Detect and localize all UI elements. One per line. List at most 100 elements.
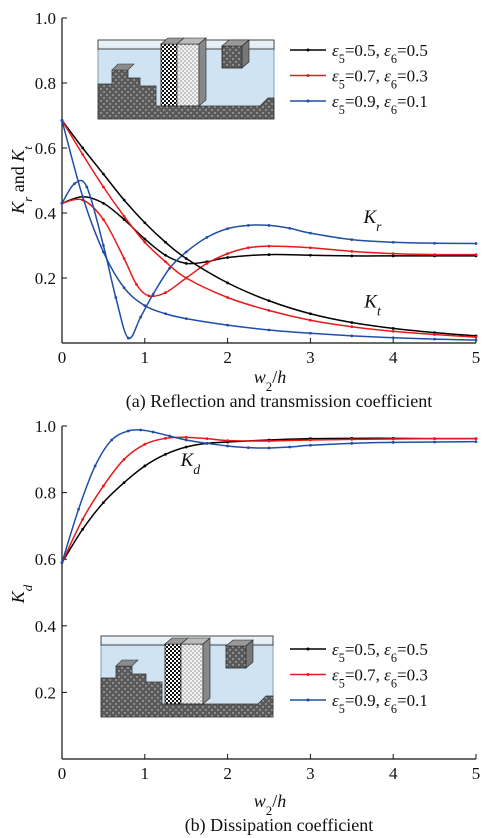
data-point bbox=[226, 323, 230, 327]
data-point bbox=[184, 438, 188, 442]
data-point bbox=[205, 437, 209, 441]
data-point bbox=[288, 445, 292, 449]
data-point bbox=[122, 457, 126, 461]
data-point bbox=[184, 276, 188, 280]
legend-marker bbox=[306, 74, 310, 77]
y-tick-label: 0.8 bbox=[35, 74, 56, 93]
legend-entry: ε5=0.9, ε6=0.1 bbox=[290, 92, 428, 117]
data-point bbox=[226, 252, 230, 256]
series-kt-line-3 bbox=[60, 118, 478, 338]
data-point bbox=[102, 201, 105, 205]
data-point bbox=[391, 329, 395, 333]
data-point bbox=[77, 507, 80, 511]
y-tick-label: 1.0 bbox=[35, 417, 56, 436]
x-tick-label: 3 bbox=[306, 348, 315, 367]
x-tick-label: 0 bbox=[58, 764, 67, 783]
data-point bbox=[391, 254, 395, 258]
data-point bbox=[350, 441, 354, 445]
legend-marker bbox=[306, 99, 310, 103]
data-point bbox=[391, 252, 395, 256]
data-point bbox=[433, 337, 436, 341]
data-point bbox=[267, 223, 271, 227]
x-tick-label: 4 bbox=[389, 764, 398, 783]
legend-entry: ε5=0.7, ε6=0.3 bbox=[290, 666, 428, 691]
data-point bbox=[93, 464, 97, 468]
data-point bbox=[433, 333, 436, 336]
legend-entry: ε5=0.9, ε6=0.1 bbox=[290, 691, 428, 716]
data-point bbox=[81, 195, 85, 199]
legend-label: ε5=0.7, ε6=0.3 bbox=[332, 666, 428, 691]
chart-caption: (b) Dissipation coefficient bbox=[185, 815, 374, 836]
y-tick-label: 0.8 bbox=[35, 484, 56, 503]
x-tick-label: 2 bbox=[223, 764, 232, 783]
data-point bbox=[73, 182, 76, 186]
series-path bbox=[61, 429, 477, 563]
legend-marker bbox=[306, 48, 310, 52]
data-point bbox=[81, 153, 85, 156]
data-point bbox=[267, 328, 271, 332]
y-tick-label: 0.2 bbox=[35, 269, 56, 288]
plot-frame: 0.2 0.4 0.6 0.8 1.0 0 1 2 3 4 5 w2/h Kr and Kt (a) Re… bbox=[8, 9, 480, 412]
annotation-label: Kt bbox=[363, 291, 382, 318]
data-point bbox=[143, 221, 147, 225]
data-point bbox=[184, 445, 188, 449]
data-point bbox=[267, 309, 271, 312]
data-point bbox=[474, 335, 478, 339]
data-point bbox=[151, 292, 155, 296]
series-path bbox=[61, 119, 477, 337]
legend: ε5=0.5, ε6=0.5ε5=0.7, ε6=0.3ε5=0.9, ε6=0… bbox=[290, 41, 428, 117]
data-point bbox=[102, 244, 105, 247]
data-point bbox=[309, 312, 312, 316]
data-point bbox=[184, 435, 188, 439]
data-point bbox=[151, 430, 155, 434]
data-point bbox=[102, 218, 105, 221]
data-point bbox=[246, 223, 250, 227]
data-point bbox=[226, 281, 230, 285]
data-point bbox=[102, 484, 105, 488]
data-point bbox=[433, 440, 436, 444]
legend-entry: ε5=0.7, ε6=0.3 bbox=[290, 67, 428, 92]
data-point bbox=[433, 437, 436, 441]
data-point bbox=[122, 257, 126, 260]
data-point bbox=[309, 253, 312, 257]
data-point bbox=[246, 446, 250, 450]
x-tick-label: 2 bbox=[223, 348, 232, 367]
breakwater-schematic bbox=[100, 635, 274, 718]
series-path bbox=[61, 437, 477, 563]
data-point bbox=[350, 254, 354, 258]
data-point bbox=[391, 326, 395, 330]
data-point bbox=[474, 437, 478, 441]
data-point bbox=[267, 253, 271, 256]
data-point bbox=[309, 246, 312, 250]
chart-caption: (a) Reflection and transmission coeffici… bbox=[126, 391, 433, 412]
legend-marker bbox=[306, 673, 310, 676]
x-axis-label: w2/h bbox=[254, 791, 287, 818]
series-path bbox=[61, 179, 477, 340]
data-point bbox=[433, 241, 436, 245]
plot-frame: 0.2 0.4 0.6 0.8 1.0 0 1 2 3 4 5 w2/h Kd (b) Dissipati… bbox=[8, 417, 480, 836]
series-path bbox=[61, 436, 477, 563]
y-axis-label: Kd bbox=[8, 584, 35, 604]
data-point bbox=[164, 452, 167, 456]
data-point bbox=[60, 561, 64, 564]
x-tick-label: 1 bbox=[141, 764, 150, 783]
data-point bbox=[288, 226, 292, 230]
legend-marker bbox=[306, 698, 310, 702]
data-point bbox=[102, 172, 105, 176]
series-group bbox=[60, 428, 478, 564]
data-point bbox=[60, 201, 64, 205]
annotations: Kr Kt bbox=[362, 207, 382, 318]
data-point bbox=[147, 294, 151, 298]
legend-label: ε5=0.5, ε6=0.5 bbox=[332, 41, 428, 66]
data-point bbox=[143, 237, 147, 241]
data-point bbox=[226, 256, 230, 259]
data-point bbox=[184, 250, 188, 254]
series-path bbox=[61, 120, 477, 341]
data-point bbox=[143, 442, 147, 446]
data-point bbox=[246, 246, 250, 250]
legend-marker bbox=[306, 647, 310, 651]
data-point bbox=[126, 429, 130, 433]
data-point bbox=[135, 283, 138, 286]
series-kr-line-2 bbox=[60, 179, 478, 340]
y-tick-label: 0.4 bbox=[35, 204, 57, 223]
